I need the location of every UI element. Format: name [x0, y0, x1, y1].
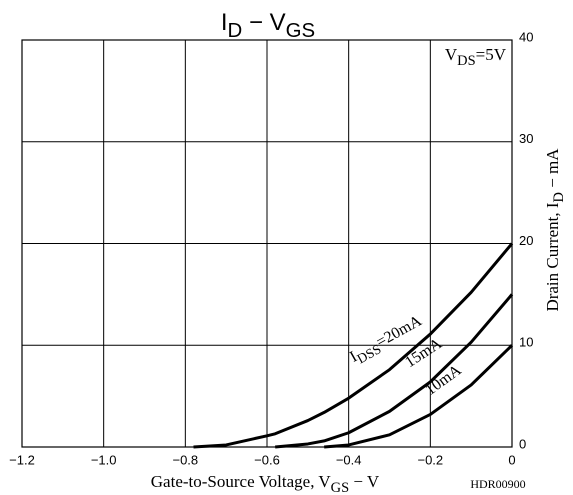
y-tick-label: 10 — [519, 335, 533, 350]
y-axis-label: Drain Current, ID − mA — [543, 148, 567, 312]
x-tick-label: −0.6 — [254, 452, 280, 467]
annotation-part: =5V — [476, 45, 507, 64]
chart-title: ID − VGS — [221, 9, 315, 42]
figure-code: HDR00900 — [470, 477, 525, 491]
y-tick-label: 40 — [519, 29, 533, 44]
chart-title-part: − V — [242, 9, 285, 36]
chart-title-part: I — [221, 9, 228, 36]
chart-title-part: D — [228, 20, 243, 42]
y-axis-label-part: − mA — [543, 148, 562, 192]
curve — [275, 293, 514, 449]
x-tick-label: −1.2 — [9, 452, 35, 467]
y-tick-label: 0 — [519, 436, 526, 451]
x-axis-label: Gate-to-Source Voltage, VGS − V — [151, 472, 380, 495]
annotation-part: DS — [457, 53, 475, 69]
x-tick-label: −0.2 — [417, 452, 443, 467]
x-tick-label: −1.0 — [91, 452, 117, 467]
curve — [193, 242, 514, 449]
y-axis-label-part: D — [551, 192, 567, 202]
x-tick-label: −0.8 — [172, 452, 198, 467]
x-axis-label-part: − V — [349, 472, 380, 491]
annotation: VDS=5V — [445, 45, 507, 69]
y-axis-label-part: Drain Current, I — [543, 202, 562, 311]
chart-title-part: GS — [286, 20, 315, 42]
x-tick-label: 0 — [508, 452, 515, 467]
x-axis-label-part: GS — [331, 480, 349, 495]
annotation-part: V — [445, 45, 458, 64]
y-tick-label: 20 — [519, 233, 533, 248]
curve — [324, 344, 514, 449]
x-axis-label-part: Gate-to-Source Voltage, V — [151, 472, 332, 491]
x-tick-label: −0.4 — [336, 452, 362, 467]
y-tick-label: 30 — [519, 131, 533, 146]
